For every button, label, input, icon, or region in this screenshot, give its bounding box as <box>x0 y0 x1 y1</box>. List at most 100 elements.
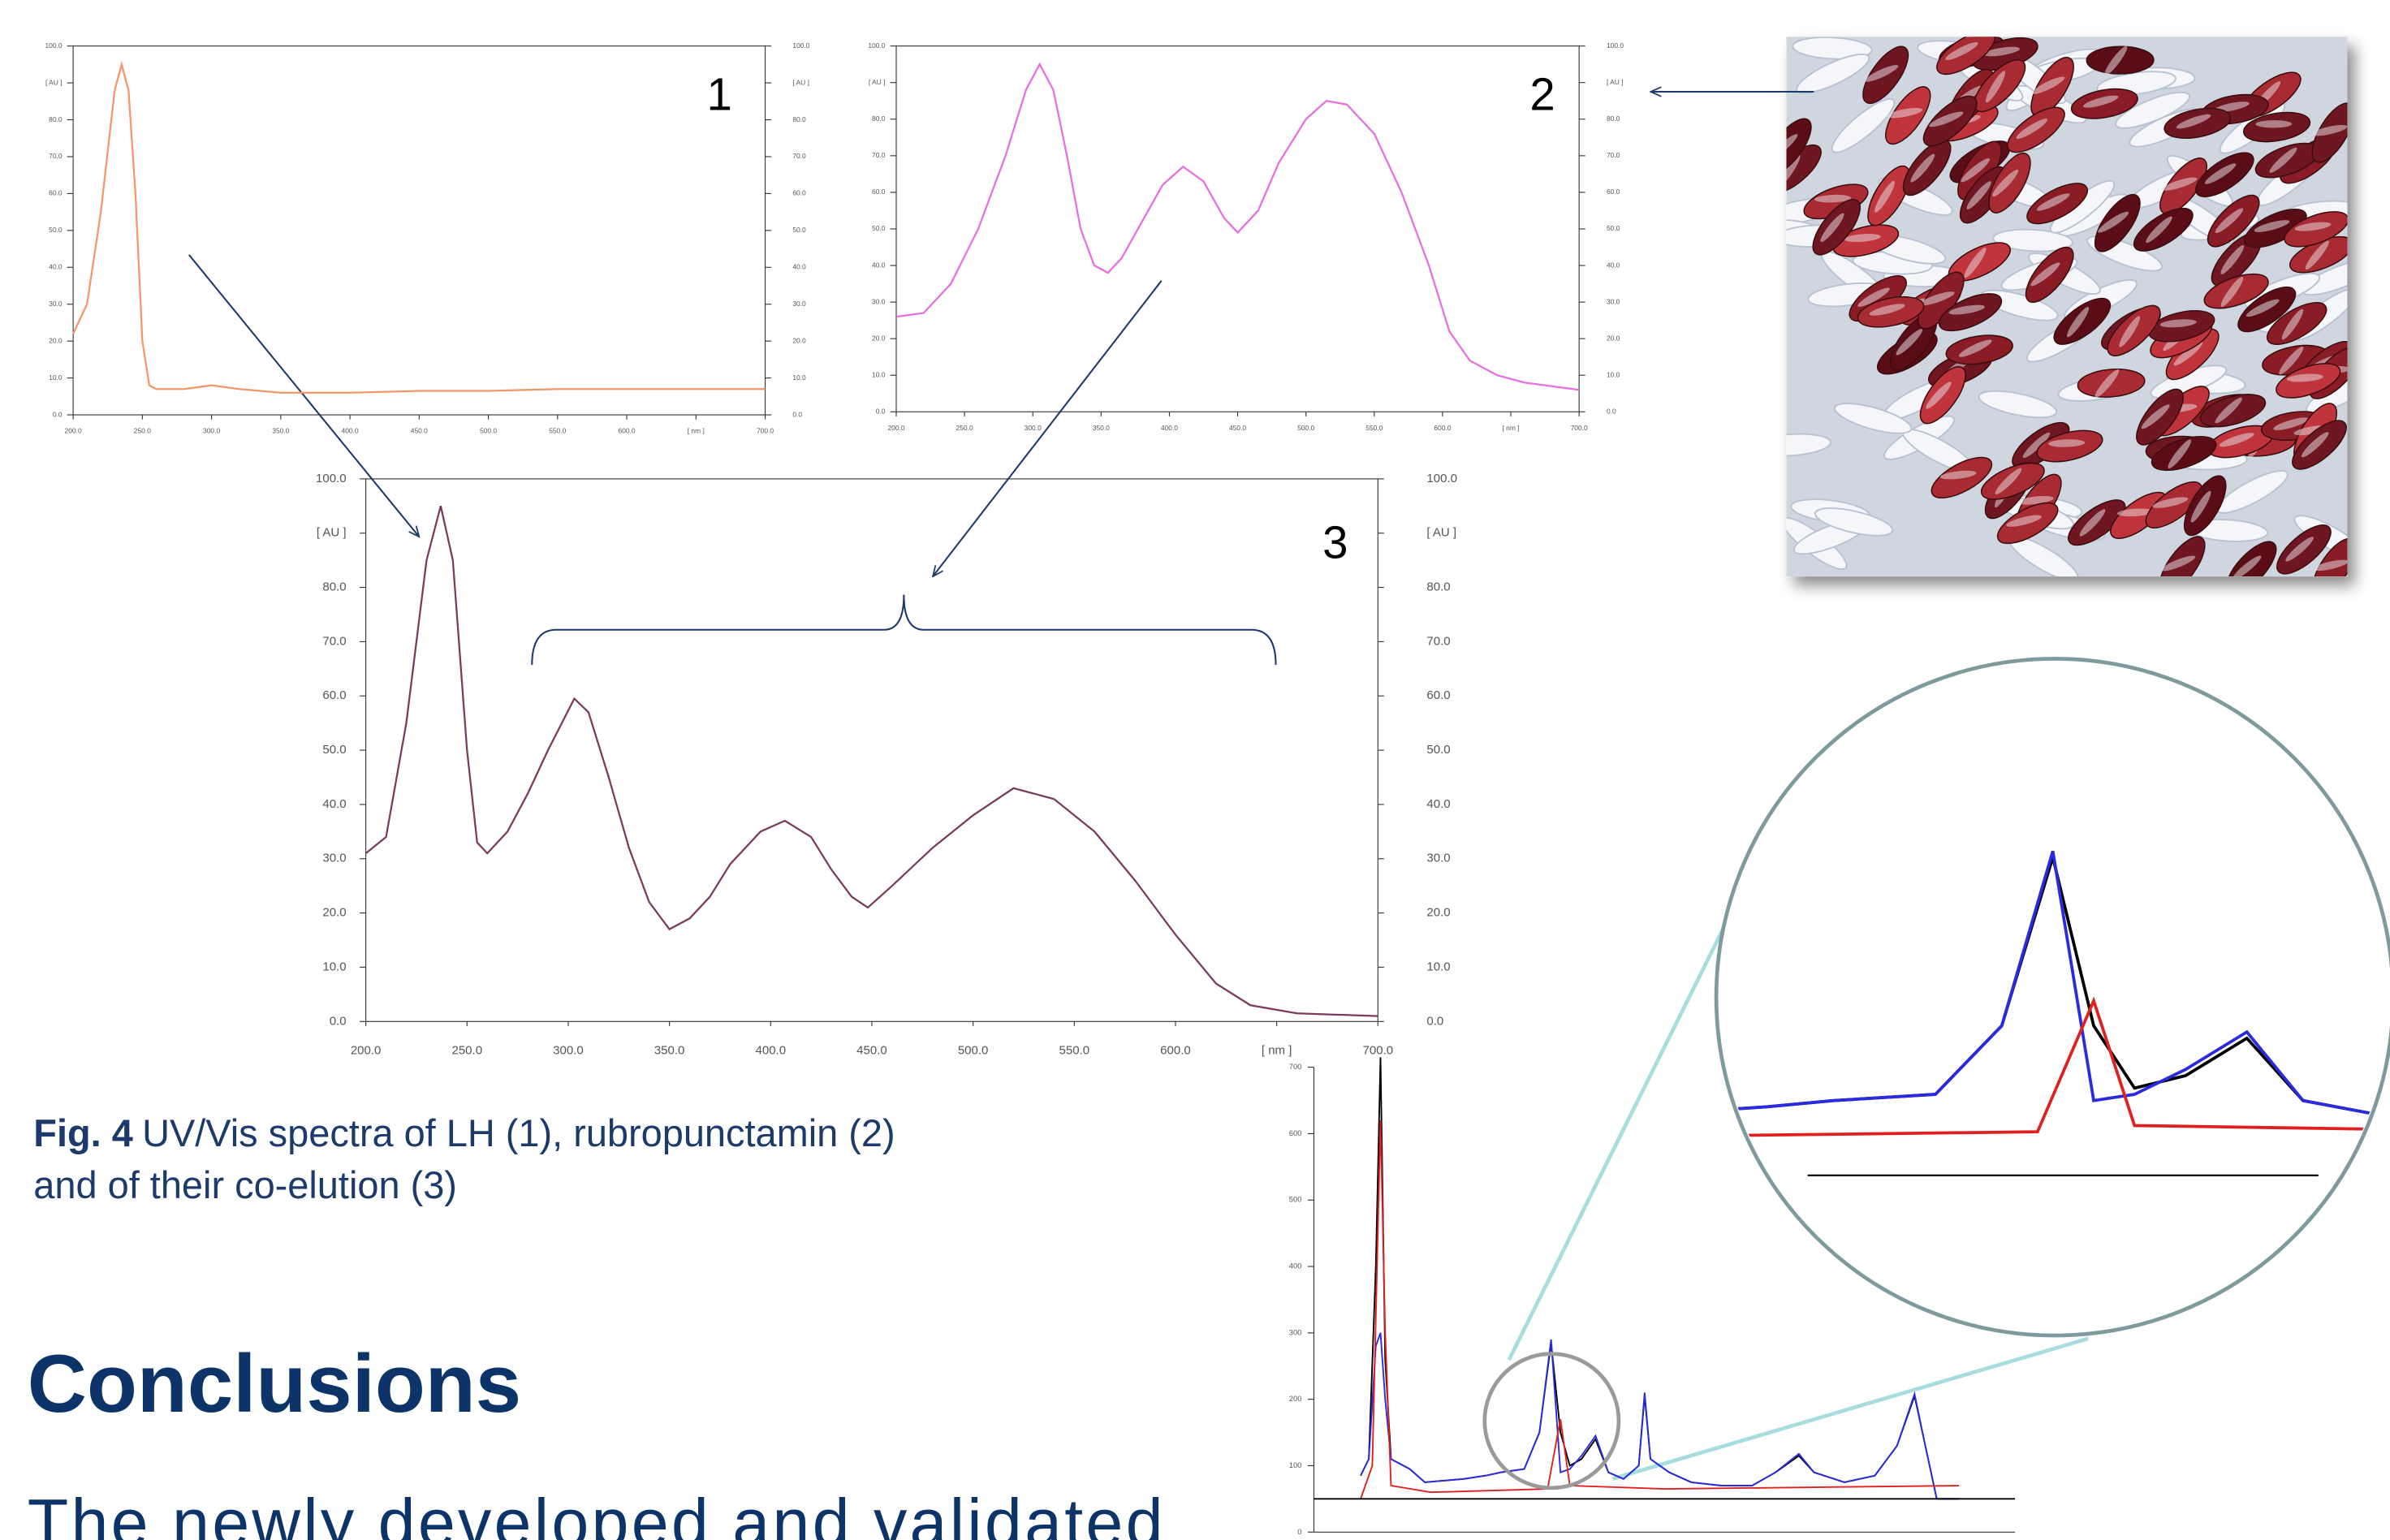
caption-line: UV/Vis spectra of LH (1), rubropunctamin… <box>142 1112 895 1154</box>
x-tick-label: 200.0 <box>887 424 904 432</box>
white-grain <box>1796 54 1870 94</box>
white-grain <box>1792 37 1873 60</box>
y2-tick-label: 50.0 <box>1607 224 1620 232</box>
zoom-connector <box>1611 1336 2089 1481</box>
y-tick-label: [ AU ] <box>317 526 347 540</box>
y-tick-label: 20.0 <box>322 906 346 920</box>
grain-highlight <box>2313 559 2348 572</box>
grain-highlight <box>2079 509 2106 537</box>
x-tick-label: 550.0 <box>1365 424 1383 432</box>
grain-highlight <box>2301 432 2329 458</box>
y-tick-label: 80.0 <box>49 115 63 123</box>
grain-highlight <box>2285 537 2314 562</box>
panel-number: 1 <box>707 69 732 120</box>
x-tick-label: 350.0 <box>654 1043 685 1057</box>
y2-tick-label: 20.0 <box>1426 906 1450 920</box>
y2-tick-label: 40.0 <box>792 263 806 271</box>
grain-highlight <box>2119 316 2141 347</box>
y-tick-label: 100.0 <box>316 472 347 485</box>
y-tick-label: 70.0 <box>49 152 63 160</box>
grain-highlight <box>2279 346 2304 375</box>
y-tick-label: 100.0 <box>45 41 62 50</box>
grain-highlight <box>1992 169 2019 197</box>
y-tick-label: 0.0 <box>330 1014 347 1028</box>
x-tick-label: 700.0 <box>1363 1043 1394 1057</box>
y-tick-label: 400 <box>1289 1262 1302 1270</box>
grain-highlight <box>2161 555 2196 572</box>
figure-caption: Fig. 4 UV/Vis spectra of LH (1), rubropun… <box>33 1112 905 1206</box>
grain-highlight <box>2082 95 2119 108</box>
y2-tick-label: 60.0 <box>1426 688 1450 702</box>
y-tick-label: 40.0 <box>872 261 886 269</box>
section-heading: Conclusions <box>28 1338 521 1430</box>
grain-highlight <box>2311 124 2348 136</box>
grain-highlight <box>2233 555 2262 577</box>
grain-highlight <box>1958 339 1992 357</box>
x-tick-label: 400.0 <box>756 1043 787 1057</box>
y-tick-label: 30.0 <box>49 300 63 308</box>
grain-highlight <box>1948 304 1985 315</box>
grain-highlight <box>2213 101 2250 113</box>
x-tick-label: 350.0 <box>272 427 289 435</box>
x-tick-label: 600.0 <box>1434 424 1451 432</box>
grain-highlight <box>2048 439 2086 447</box>
zoom-line <box>1719 662 2390 1152</box>
grain-highlight <box>2022 432 2051 459</box>
grain-highlight <box>1945 41 1978 61</box>
grain-highlight <box>2269 147 2297 173</box>
y2-tick-label: 0.0 <box>1607 408 1616 416</box>
plot-frame <box>365 478 1378 1022</box>
y-tick-label: 10.0 <box>322 960 346 973</box>
caption-label: Fig. 4 <box>33 1112 133 1154</box>
x-tick-label: 550.0 <box>1059 1043 1090 1057</box>
grain-highlight <box>1857 287 1890 307</box>
y-tick-label: 40.0 <box>49 263 63 271</box>
y2-tick-label: 50.0 <box>792 226 806 234</box>
y-tick-label: 50.0 <box>322 743 346 757</box>
y-tick-label: 10.0 <box>49 373 63 382</box>
arrow <box>188 254 420 537</box>
y-tick-label: 60.0 <box>49 189 63 197</box>
x-tick-label: 550.0 <box>549 427 566 435</box>
y-tick-label: 200 <box>1289 1395 1302 1403</box>
x-tick-label: 250.0 <box>956 424 973 432</box>
y-tick-label: 60.0 <box>322 688 346 702</box>
annotations <box>188 92 1814 665</box>
x-tick-label: 600.0 <box>1160 1043 1191 1057</box>
y-tick-label: 70.0 <box>322 634 346 648</box>
grain-highlight <box>2220 277 2244 308</box>
x-tick-label: 450.0 <box>411 427 428 435</box>
x-tick-label: 600.0 <box>618 427 635 435</box>
grain-highlight <box>2176 114 2211 129</box>
grain-highlight <box>2030 262 2060 287</box>
chromatogram-line <box>1360 1332 1960 1500</box>
white-grain <box>1978 390 2058 419</box>
grain-highlight <box>2094 369 2120 398</box>
grain-highlight <box>2281 308 2304 340</box>
grain-highlight <box>2168 439 2192 469</box>
y-tick-label: 70.0 <box>872 151 886 159</box>
y-tick-label: 30.0 <box>872 297 886 305</box>
grain-highlight <box>2294 222 2332 231</box>
grain-highlight <box>2245 299 2280 317</box>
y-tick-label: 0.0 <box>53 410 63 418</box>
x-tick-label: 250.0 <box>134 427 151 435</box>
x-tick-label: 500.0 <box>1297 424 1314 432</box>
grain-highlight <box>2141 404 2170 429</box>
y-tick-label: 60.0 <box>872 188 886 196</box>
y2-tick-label: 30.0 <box>1426 852 1450 865</box>
grain-highlight <box>2116 508 2154 517</box>
x-tick-label: 300.0 <box>553 1043 584 1057</box>
caption-line: and of their co-elution (3) <box>33 1164 457 1206</box>
grain-highlight <box>2173 342 2203 366</box>
grain-highlight <box>1786 154 1801 186</box>
grain-highlight <box>2036 193 2070 211</box>
y-tick-label: 40.0 <box>322 797 346 811</box>
grain-highlight <box>1869 304 1905 316</box>
body-text: The newly developed and validated <box>28 1485 1163 1540</box>
grain-highlight <box>2255 120 2293 128</box>
x-tick-label: [ nm ] <box>1502 424 1519 432</box>
y-tick-label: 500 <box>1289 1196 1302 1204</box>
grain-highlight <box>2273 417 2309 430</box>
